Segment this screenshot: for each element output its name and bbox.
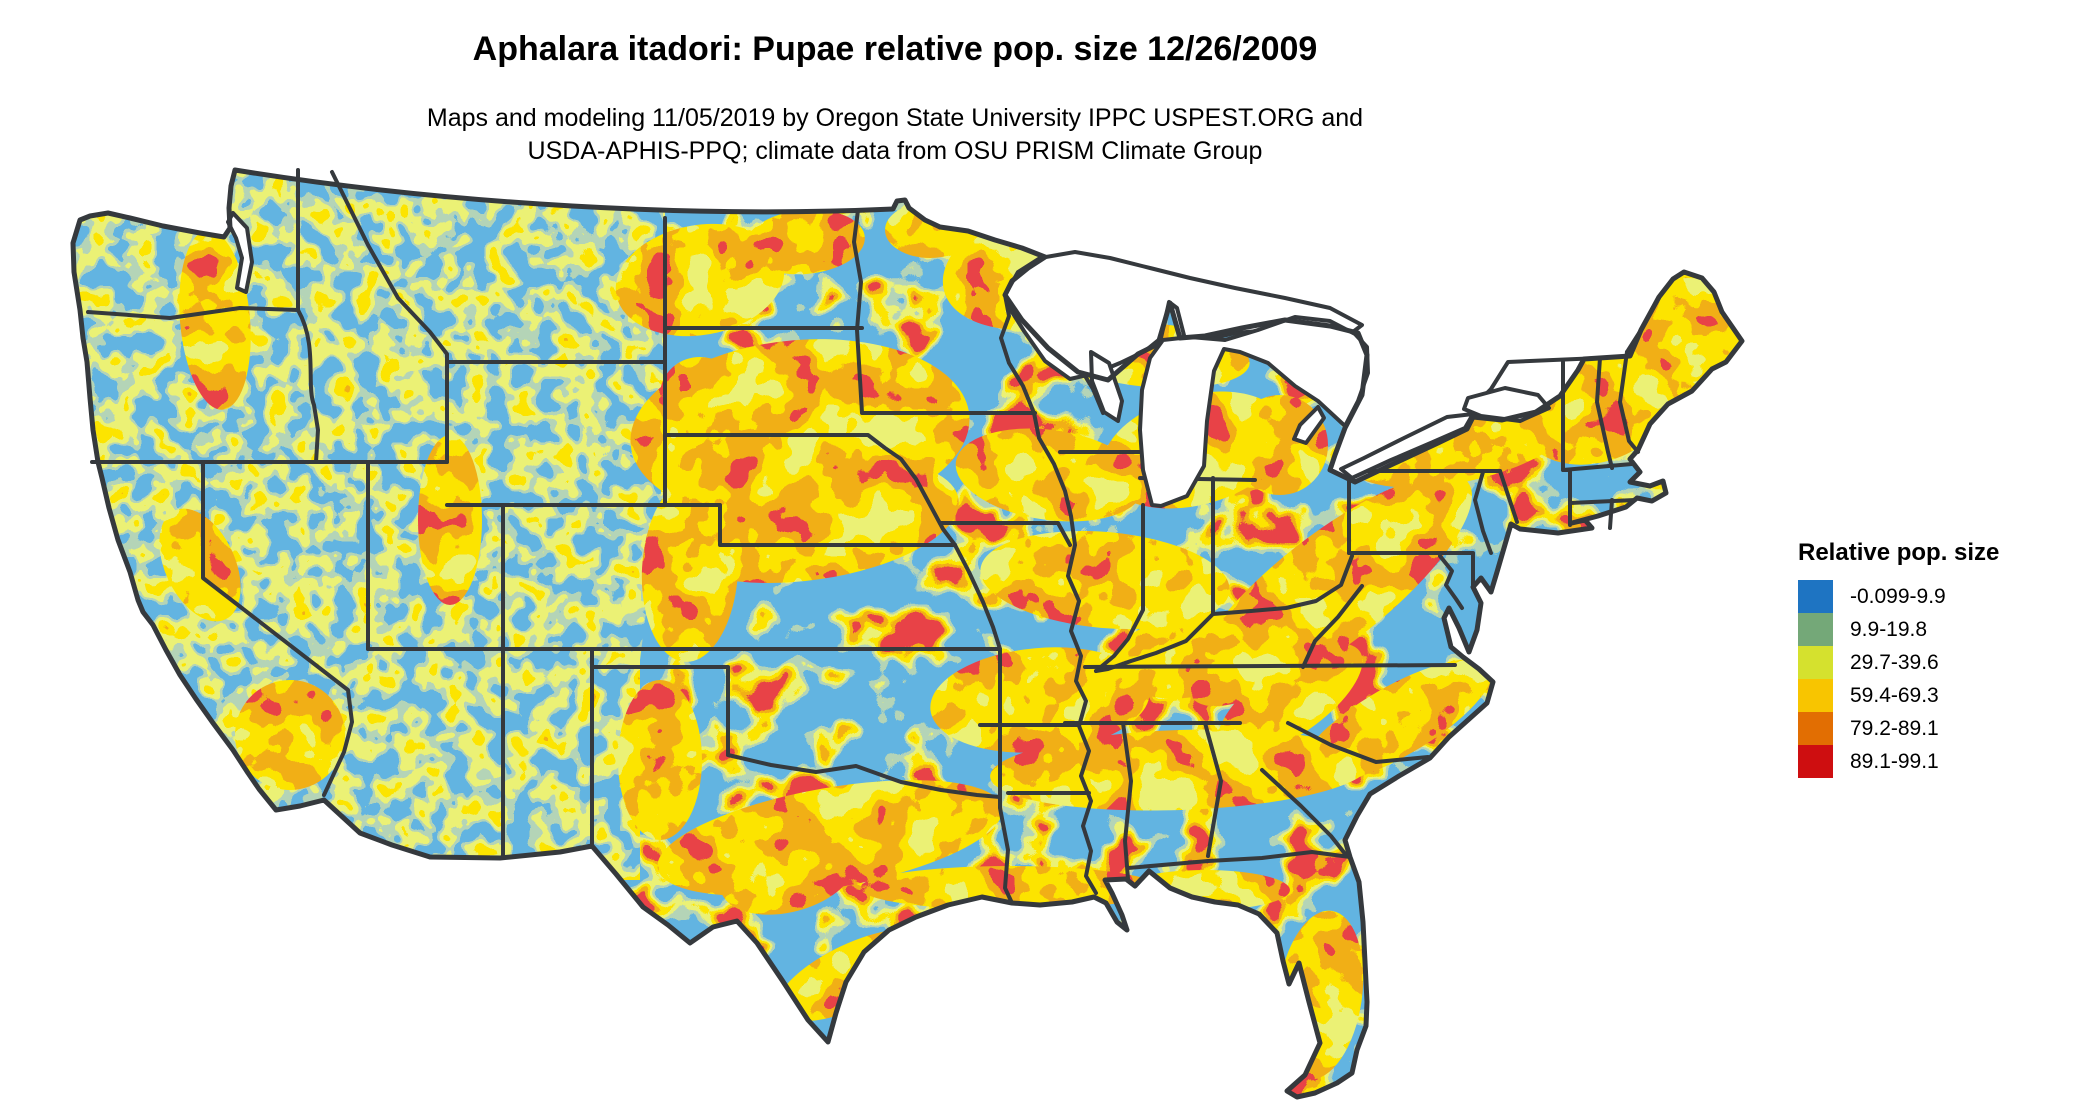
legend-label: 29.7-39.6: [1850, 650, 1939, 674]
legend-label: 59.4-69.3: [1850, 683, 1939, 707]
green-bay: [1089, 350, 1124, 423]
legend-item-1: 9.9-19.8: [1798, 613, 1999, 646]
legend-label: -0.099-9.9: [1850, 584, 1946, 608]
legend-swatch: [1798, 580, 1833, 613]
legend-label: 79.2-89.1: [1850, 716, 1939, 740]
legend-label: 9.9-19.8: [1850, 617, 1928, 641]
state-borders: [86, 168, 1686, 905]
legend-swatch: [1798, 745, 1833, 778]
legend-swatch: [1798, 646, 1833, 679]
legend-item-2: 29.7-39.6: [1798, 646, 1999, 679]
page-title: Aphalara itadori: Pupae relative pop. si…: [472, 30, 1318, 68]
subtitle-line-1: Maps and modeling 11/05/2019 by Oregon S…: [426, 104, 1364, 132]
legend-item-0: -0.099-9.9: [1798, 580, 1999, 613]
legend-swatch: [1798, 613, 1833, 646]
legend-rows: -0.099-9.9 9.9-19.8 29.7-39.6 59.4-69.3 79.2…: [1798, 580, 1999, 778]
lake-michigan-huron: [1138, 315, 1370, 508]
legend-item-3: 59.4-69.3: [1798, 679, 1999, 712]
saginaw-bay: [1292, 405, 1326, 445]
legend: Relative pop. size -0.099-9.9 9.9-19.8 29.…: [1798, 539, 1999, 778]
legend-item-5: 89.1-99.1: [1798, 745, 1999, 778]
map-raster: [73, 170, 1742, 1097]
us-outline: [70, 167, 1745, 1100]
legend-label: 89.1-99.1: [1850, 749, 1939, 773]
lake-erie: [1339, 412, 1475, 480]
legend-swatch: [1798, 679, 1833, 712]
legend-swatch: [1798, 712, 1833, 745]
legend-item-4: 79.2-89.1: [1798, 712, 1999, 745]
legend-title: Relative pop. size: [1798, 539, 2000, 566]
subtitle-line-2: USDA-APHIS-PPQ; climate data from OSU PR…: [527, 137, 1263, 165]
